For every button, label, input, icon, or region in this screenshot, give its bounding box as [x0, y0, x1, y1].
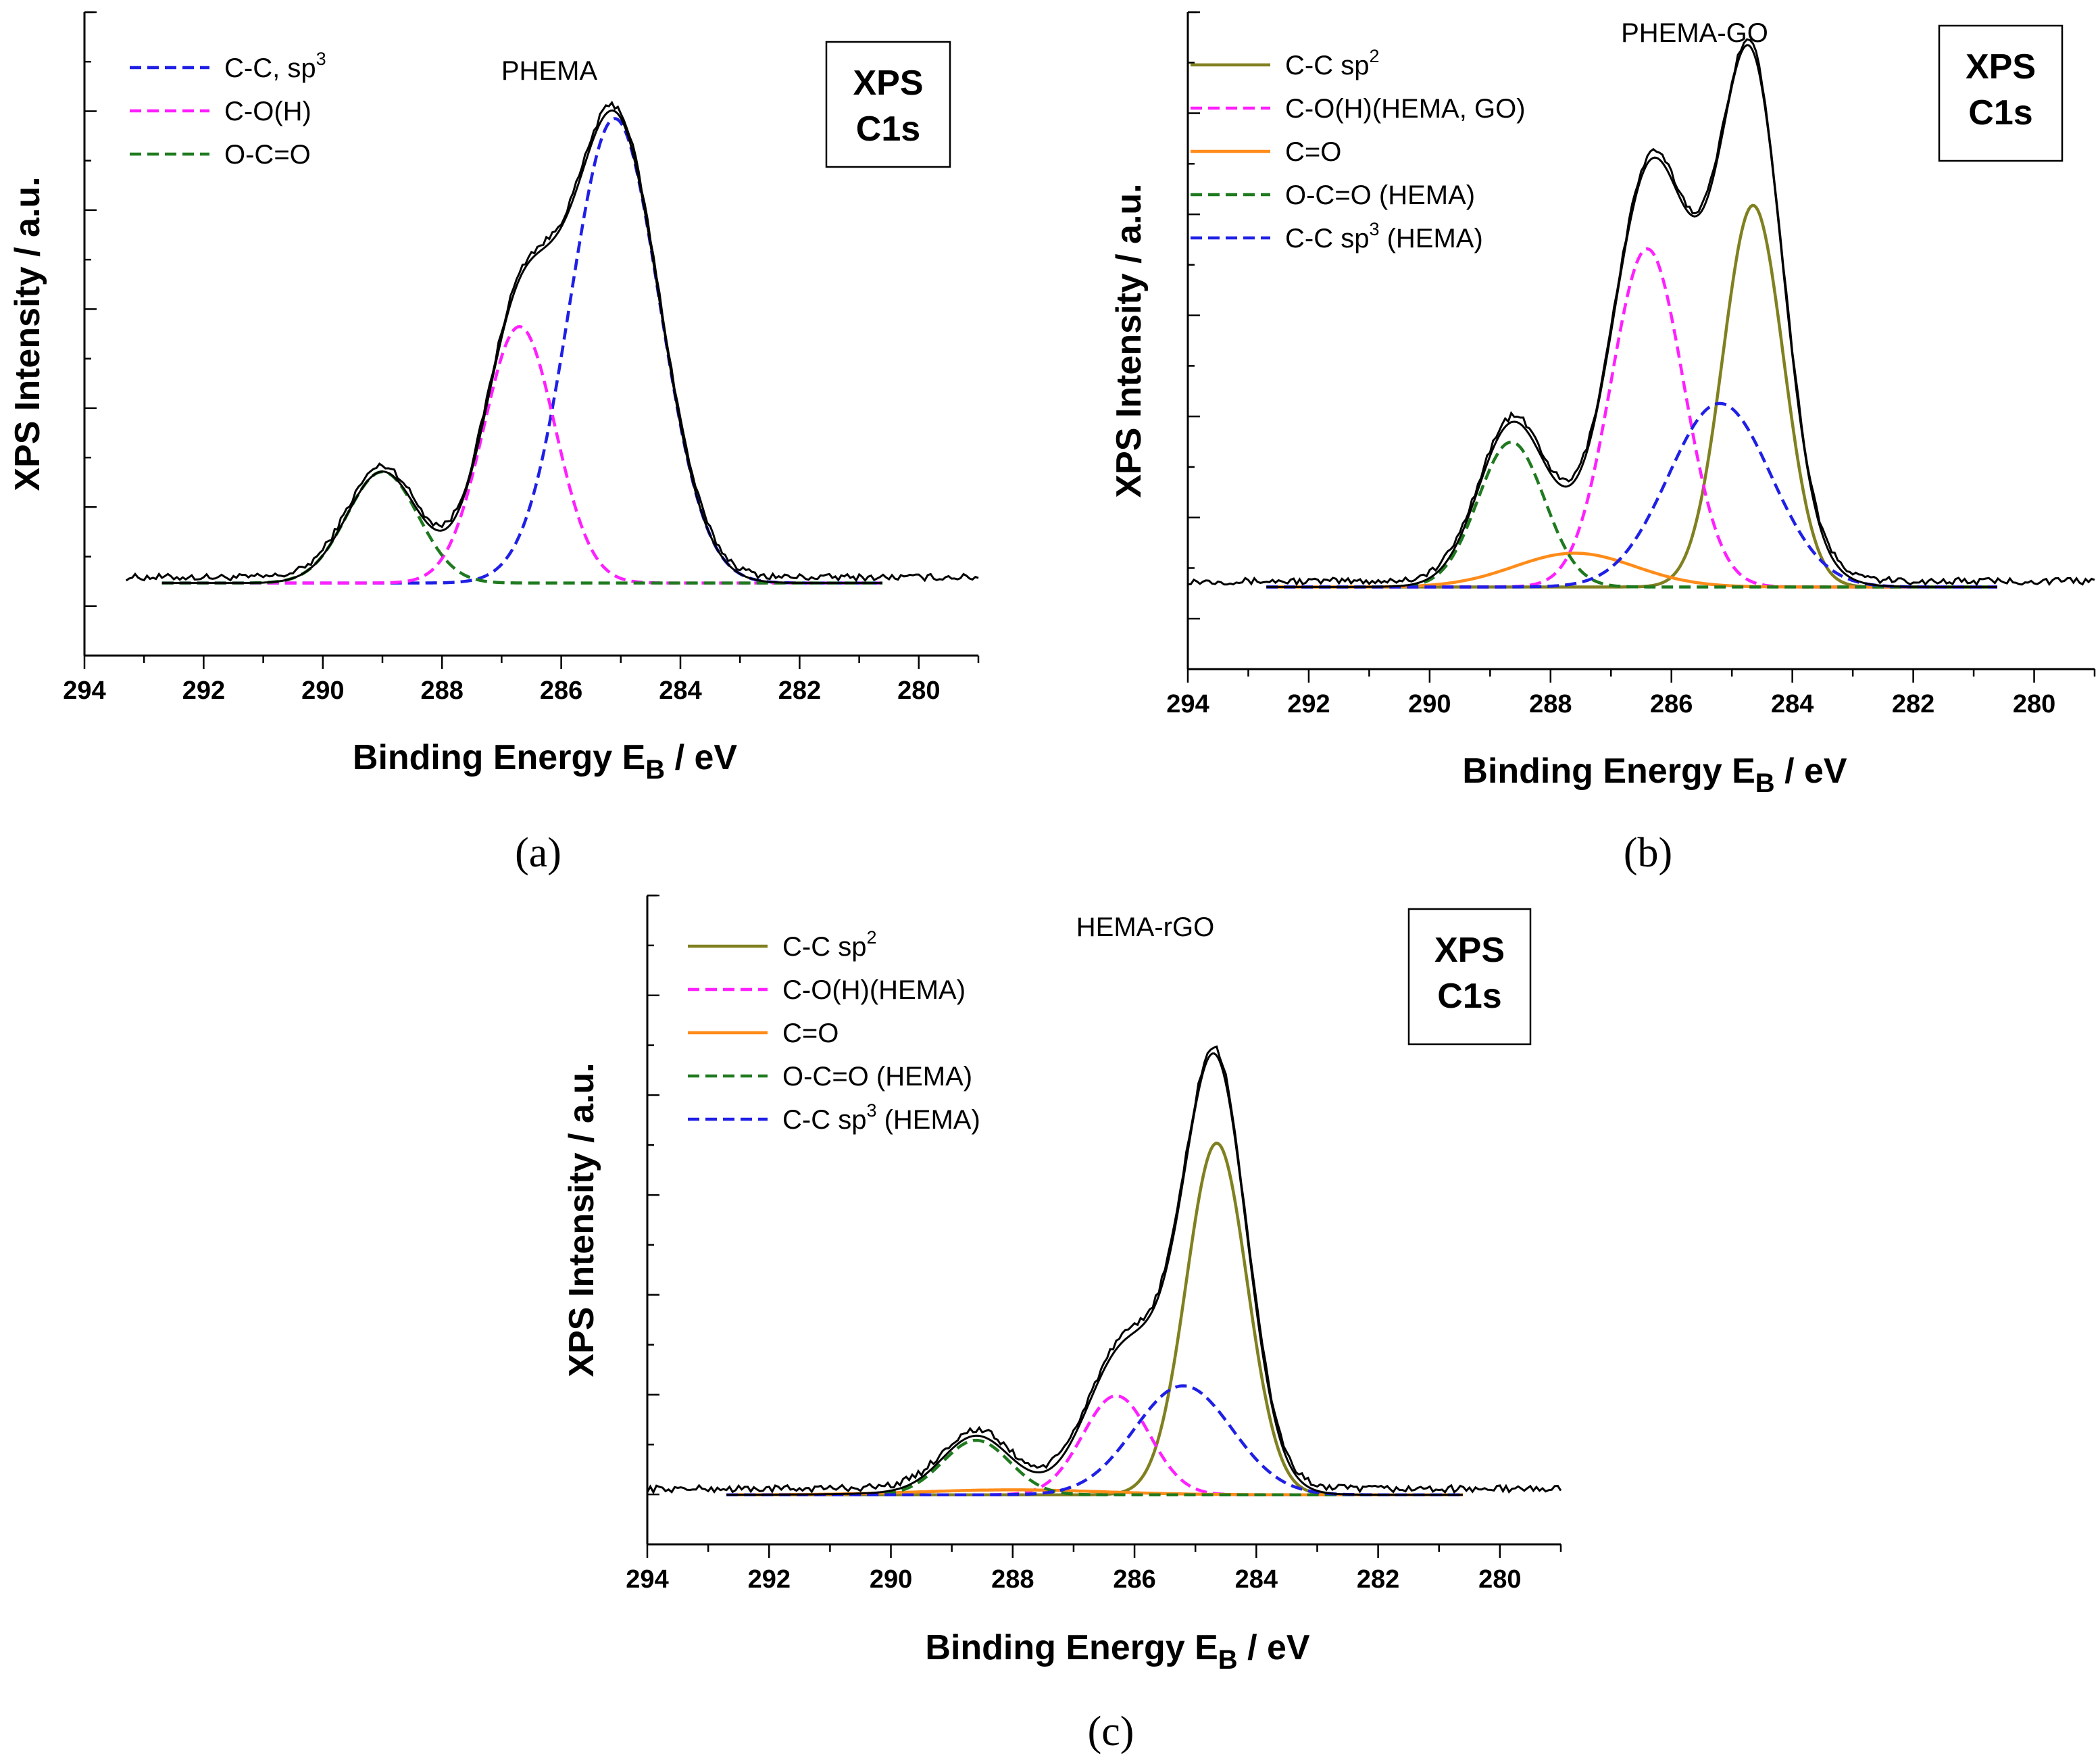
sample-label: HEMA-rGO: [1076, 912, 1214, 942]
xps-c1s-box: [1938, 24, 2064, 162]
xps-c1s-box: [825, 41, 951, 168]
x-tick-label: 288: [420, 677, 463, 705]
legend-label: C=O: [782, 1019, 839, 1048]
panel-caption: (c): [1088, 1709, 1134, 1755]
panel-caption: (a): [515, 830, 561, 876]
x-tick-label: 294: [1166, 690, 1209, 718]
x-axis-title: Binding Energy EB / eV: [1462, 752, 1847, 798]
xps-box-label: XPS: [853, 64, 923, 103]
raw-data-curve: [646, 1045, 1562, 1495]
legend-label: O-C=O (HEMA): [1285, 180, 1475, 210]
envelope-curve: [1266, 44, 1997, 588]
chart-panel-3: 294 292 290 288 286 284 282 280 Binding Energy E…: [562, 894, 1562, 1755]
sample-label: PHEMA-GO: [1621, 18, 1768, 48]
x-axis-title: Binding Energy EB / eV: [353, 738, 738, 785]
envelope-curve: [726, 1052, 1463, 1496]
chart-panel-1: 294 292 290 288 286 284 282 280 Binding Energy E…: [8, 11, 980, 876]
x-tick-label: 290: [1408, 690, 1451, 718]
y-axis-title: XPS Intensity / a.u.: [8, 176, 47, 491]
x-tick-label: 288: [1529, 690, 1572, 718]
legend-label: C-O(H)(HEMA): [782, 975, 966, 1005]
xps-box-label: XPS: [1966, 47, 2036, 87]
component-curve: [161, 325, 882, 585]
x-tick-label: 282: [1892, 690, 1934, 718]
legend-label: C-C sp3 (HEMA): [782, 1100, 980, 1135]
raw-data-curve: [125, 101, 979, 583]
x-tick-label: 282: [1357, 1565, 1399, 1594]
x-tick-label: 286: [540, 677, 582, 705]
panel-caption: (b): [1624, 830, 1672, 876]
x-tick-label: 286: [1113, 1565, 1155, 1594]
xps-box-label: C1s: [856, 109, 920, 149]
x-tick-label: 290: [301, 677, 344, 705]
x-tick-label: 280: [897, 677, 940, 705]
y-axis-title: XPS Intensity / a.u.: [1109, 183, 1149, 497]
legend-label: C-C sp2: [1285, 46, 1379, 80]
xps-c1s-box: [1407, 908, 1532, 1046]
x-tick-label: 290: [870, 1565, 912, 1594]
x-tick-label: 294: [63, 677, 105, 705]
legend-label: C-C, sp3: [224, 49, 326, 83]
component-curve: [1266, 401, 1997, 589]
envelope-curve: [161, 109, 882, 585]
x-tick-label: 292: [1287, 690, 1330, 718]
x-tick-label: 284: [1235, 1565, 1278, 1594]
x-tick-label: 294: [626, 1565, 668, 1594]
x-tick-label: 292: [748, 1565, 791, 1594]
x-tick-label: 288: [991, 1565, 1034, 1594]
component-curve: [726, 1394, 1463, 1496]
component-curve: [726, 1384, 1463, 1496]
legend-label: C-O(H): [224, 97, 311, 126]
component-curve: [1266, 440, 1997, 589]
x-tick-label: 292: [182, 677, 225, 705]
legend-label: O-C=O: [224, 140, 311, 170]
x-tick-label: 280: [1478, 1565, 1521, 1594]
x-tick-label: 286: [1650, 690, 1693, 718]
xps-box-label: C1s: [1437, 977, 1501, 1016]
raw-data-curve: [1187, 38, 2095, 587]
x-tick-label: 280: [2013, 690, 2055, 718]
component-curve: [161, 470, 882, 585]
legend-label: C=O: [1285, 137, 1341, 167]
legend-label: O-C=O (HEMA): [782, 1062, 972, 1092]
legend-label: C-C sp2: [782, 927, 876, 962]
chart-panel-2: 294 292 290 288 286 284 282 280 Binding Energy E…: [1109, 11, 2096, 876]
xps-box-label: C1s: [1968, 93, 2032, 132]
component-curve: [726, 1142, 1463, 1496]
xps-box-label: XPS: [1434, 931, 1505, 970]
x-tick-label: 284: [659, 677, 701, 705]
component-curve: [161, 117, 882, 585]
sample-label: PHEMA: [501, 56, 598, 86]
x-tick-label: 282: [778, 677, 821, 705]
x-axis-title: Binding Energy EB / eV: [925, 1628, 1310, 1675]
component-curve: [1266, 203, 1997, 589]
legend-label: C-O(H)(HEMA, GO): [1285, 94, 1526, 124]
component-curve: [1266, 247, 1997, 589]
legend-label: C-C sp3 (HEMA): [1285, 219, 1483, 253]
x-tick-label: 284: [1771, 690, 1814, 718]
y-axis-title: XPS Intensity / a.u.: [562, 1062, 601, 1377]
